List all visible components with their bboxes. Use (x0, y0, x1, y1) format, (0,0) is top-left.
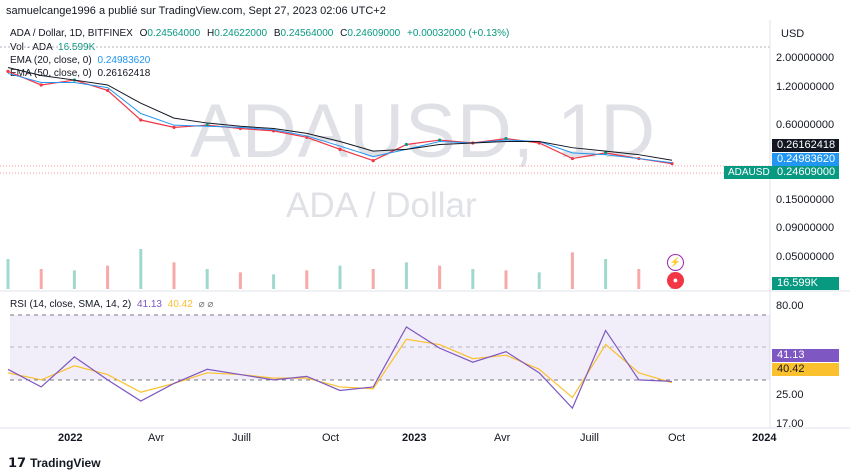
change-value: +0.00032000 (+0.13%) (407, 28, 510, 39)
price-point (604, 151, 608, 155)
price-point (371, 159, 375, 163)
tradingview-logo[interactable]: 𝟭𝟳 TradingView (8, 455, 101, 471)
price-point (139, 118, 143, 122)
price-tick: 0.09000000 (776, 222, 835, 234)
volume-bar (570, 252, 574, 289)
symbol-label: ADA / Dollar, 1D, BITFINEX (10, 28, 133, 39)
flag-icon[interactable]: ● (667, 272, 684, 289)
volume-tag: 16.599K (772, 277, 839, 290)
price-point (504, 137, 508, 141)
rsi-tick: 25.00 (776, 389, 804, 401)
currency-label[interactable]: USD (781, 28, 805, 40)
time-axis-label: Juill (232, 432, 251, 444)
volume-bar (72, 270, 76, 289)
volume-bar (471, 269, 475, 289)
watermark-symbol: ADAUSD, 1D (190, 89, 657, 174)
eye-icon[interactable]: ⌀ ⌀ (198, 299, 214, 310)
price-point (404, 142, 408, 147)
volume-bar (338, 265, 342, 289)
rsi-value: 41.13 (136, 299, 162, 310)
ema50-legend[interactable]: EMA (50, close, 0) 0.26162418 (10, 68, 150, 79)
rsi-sma-value: 40.42 (167, 299, 193, 310)
volume-bar (504, 270, 508, 289)
time-axis-label: 2022 (58, 432, 83, 444)
volume-bar (172, 262, 176, 289)
ema20-label: EMA (20, close, 0) (10, 55, 92, 66)
ema50-price-tag: 0.26162418 (772, 139, 839, 152)
volume-bar (6, 259, 10, 289)
last-price-tag: 0.24609000 (772, 166, 839, 179)
price-point (39, 83, 43, 87)
rsi-series (7, 326, 673, 410)
time-axis-label: Oct (322, 432, 340, 444)
ema50-label: EMA (50, close, 0) (10, 68, 92, 79)
time-axis-label: Avr (148, 432, 165, 444)
rsi-tick: 80.00 (776, 300, 804, 312)
price-tick: 0.05000000 (776, 251, 835, 263)
high-value: 0.24622000 (214, 28, 268, 39)
ema20-price-tag: 0.24983620 (772, 153, 839, 166)
price-tick: 1.20000000 (776, 81, 835, 93)
rsi-sma-line (7, 338, 673, 399)
volume-bar (139, 249, 143, 289)
volume-bar (537, 272, 541, 289)
volume-bar (106, 265, 110, 289)
volume-bar (604, 259, 608, 289)
volume-bar (205, 269, 209, 289)
rsi-label: RSI (14, close, SMA, 14, 2) (10, 299, 132, 310)
price-tick: 0.60000000 (776, 119, 835, 131)
price-point (172, 125, 176, 129)
ema50-line (7, 67, 673, 161)
ohlc-legend: ADA / Dollar, 1D, BITFINEX O0.24564000 H… (10, 28, 509, 39)
price-tick: 2.00000000 (776, 52, 835, 64)
rsi-tick: 17.00 (776, 418, 804, 430)
volume-bar (438, 265, 442, 289)
price-point (338, 147, 342, 151)
open-label: O (139, 28, 148, 39)
open-value: 0.24564000 (147, 28, 201, 39)
low-value: 0.24564000 (280, 28, 334, 39)
volume-bar (305, 270, 309, 289)
volume-bar (39, 269, 43, 289)
tradingview-logo-text: TradingView (30, 456, 101, 470)
time-axis-label: 2023 (402, 432, 427, 444)
volume-bar (272, 274, 276, 289)
price-point (6, 69, 10, 73)
ema20-line (7, 72, 673, 164)
close-value: 0.24609000 (347, 28, 401, 39)
symbol-tag: ADAUSD (724, 166, 774, 179)
watermark-name: ADA / Dollar (286, 186, 477, 225)
price-tick: 0.15000000 (776, 194, 835, 206)
volume-bar (238, 272, 242, 289)
publisher-header: samuelcange1996 a publié sur TradingView… (6, 5, 386, 17)
low-label: B (273, 28, 281, 39)
ema50-value: 0.26162418 (97, 68, 151, 79)
close-label: C (340, 28, 348, 39)
volume-bar (637, 269, 641, 289)
price-point (438, 138, 442, 142)
ema20-legend[interactable]: EMA (20, close, 0) 0.24983620 (10, 55, 150, 66)
price-point (570, 156, 575, 161)
time-axis-label: Oct (668, 432, 686, 444)
vol-label: Vol · ADA (10, 42, 53, 53)
rsi-line (7, 326, 673, 410)
price-series (6, 67, 674, 166)
volume-bar (404, 262, 408, 289)
high-label: H (207, 28, 215, 39)
time-axis-label: 2024 (752, 432, 777, 444)
ema20-value: 0.24983620 (97, 55, 151, 66)
volume-bar (371, 269, 375, 289)
lightning-icon[interactable]: ⚡ (667, 254, 684, 271)
rsi-sma-tag: 40.42 (772, 363, 839, 376)
volume-bars (6, 249, 674, 289)
rsi-legend[interactable]: RSI (14, close, SMA, 14, 2) 41.13 40.42 … (10, 299, 213, 310)
time-axis-label: Avr (494, 432, 511, 444)
tradingview-logo-icon: 𝟭𝟳 (8, 455, 27, 470)
price-point (106, 88, 110, 93)
rsi-value-tag: 41.13 (772, 349, 839, 362)
time-axis-label: Juill (580, 432, 599, 444)
